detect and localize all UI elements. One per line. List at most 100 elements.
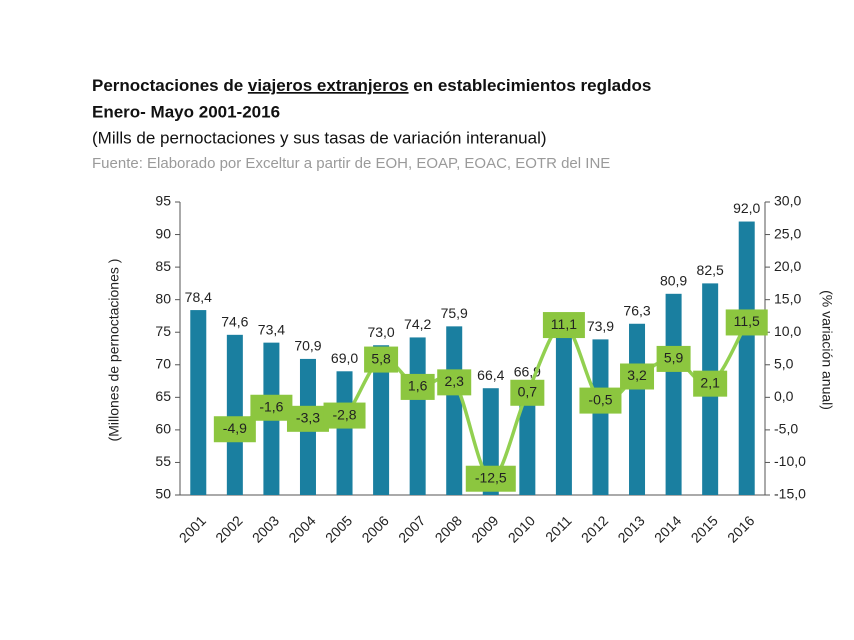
y2-tick-label: 0,0 [774,388,794,404]
bar [446,326,463,495]
line-point [364,346,399,373]
x-tick-label: 2007 [395,512,428,545]
line-point [579,387,622,414]
line-value-label: 11,5 [734,313,760,329]
bar-value-label: 66,4 [477,367,504,383]
x-tick-label: 2014 [651,512,684,545]
bar-value-label: 73,4 [258,321,285,337]
x-tick-label: 2009 [468,512,501,545]
y-tick-label: 90 [155,225,171,241]
bar [738,221,755,496]
x-tick-label: 2011 [542,512,575,545]
y-tick-label: 50 [155,486,171,502]
source: Fuente: Elaborado por Exceltur a partir … [92,155,610,172]
y-axis-label: (Millones de pernoctaciones ) [106,259,122,442]
bar [373,345,390,495]
y-tick-label: 65 [155,388,171,404]
bar [665,293,682,495]
line-value-label: -12,5 [475,469,507,485]
line-value-label: 5,8 [371,350,391,366]
y2-tick-label: 25,0 [774,225,801,241]
line-value-label: 0,7 [518,383,538,399]
x-tick-label: 2008 [432,512,465,545]
bar-value-label: 73,0 [367,324,394,340]
bar-value-label: 78,4 [185,289,212,305]
title-part: Pernoctaciones de [92,76,248,95]
bar [336,371,353,495]
line-value-label: -0,5 [588,391,612,407]
x-tick-label: 2003 [249,512,282,545]
y2-tick-label: 5,0 [774,355,794,371]
bar-value-label: 80,9 [660,273,687,289]
line-point [213,416,256,443]
line-point [400,373,435,400]
y2-tick-label: 15,0 [774,290,801,306]
chart-title: Pernoctaciones de viajeros extranjeros e… [92,76,651,95]
line-point [437,369,472,396]
y-tick-label: 75 [155,323,171,339]
x-tick-label: 2006 [358,512,391,545]
line-point [725,309,768,336]
title-part: viajeros extranjeros [248,76,409,95]
subtitle: (Mills de pernoctaciones y sus tasas de … [92,128,547,147]
x-tick-label: 2005 [322,512,355,545]
bar-value-label: 74,2 [404,316,431,332]
line-point [465,465,516,492]
y-tick-label: 70 [155,355,171,371]
line-point [323,402,366,429]
x-tick-label: 2015 [688,512,721,545]
bar [190,310,207,495]
line-point [286,405,329,432]
y-tick-label: 60 [155,421,171,437]
y-tick-label: 95 [155,193,171,209]
line-value-label: 3,2 [627,367,647,383]
y-tick-label: 80 [155,290,171,306]
bar [226,334,243,495]
subtitle: Enero- Mayo 2001-2016 [92,102,280,121]
line-value-label: 5,9 [664,350,684,366]
line-point [656,345,691,372]
bar [409,337,426,495]
x-tick-label: 2010 [505,512,538,545]
bar [555,336,572,495]
line-value-label: 2,3 [444,373,464,389]
bar-value-label: 69,0 [331,350,358,366]
bar [629,323,646,495]
line-point [620,363,655,390]
x-tick-label: 2016 [724,512,757,545]
bar [519,384,536,495]
y-tick-label: 85 [155,258,171,274]
y2-tick-label: 30,0 [774,193,801,209]
y2-tick-label: 10,0 [774,323,801,339]
line-value-label: -2,8 [332,406,356,422]
title-part: en establecimientos reglados [409,76,652,95]
line-point [693,370,728,397]
bar-value-label: 70,9 [294,338,321,354]
line-value-label: 2,1 [700,374,720,390]
x-tick-label: 2001 [176,512,209,545]
bar [592,339,609,495]
line-value-label: 1,6 [408,378,428,394]
y2-tick-label: -10,0 [774,453,806,469]
line-value-label: -1,6 [259,398,283,414]
bar-value-label: 73,9 [587,318,614,334]
line-point [542,312,585,339]
bar-value-label: 92,0 [733,200,760,216]
line-value-label: -3,3 [296,410,320,426]
x-tick-label: 2012 [578,512,611,545]
bar-value-label: 82,5 [697,262,724,278]
y-tick-label: 55 [155,453,171,469]
bar-value-label: 76,3 [623,302,650,318]
line-value-label: -4,9 [223,420,247,436]
bar-value-label: 74,6 [221,314,248,330]
y2-tick-label: -5,0 [774,421,798,437]
x-tick-label: 2013 [614,512,647,545]
x-tick-label: 2004 [285,512,318,545]
y2-tick-label: -15,0 [774,486,806,502]
line-value-label: 11,1 [551,316,577,332]
bar-value-label: 75,9 [441,305,468,321]
y2-tick-label: 20,0 [774,258,801,274]
line-point [250,394,293,421]
x-tick-label: 2002 [212,512,245,545]
